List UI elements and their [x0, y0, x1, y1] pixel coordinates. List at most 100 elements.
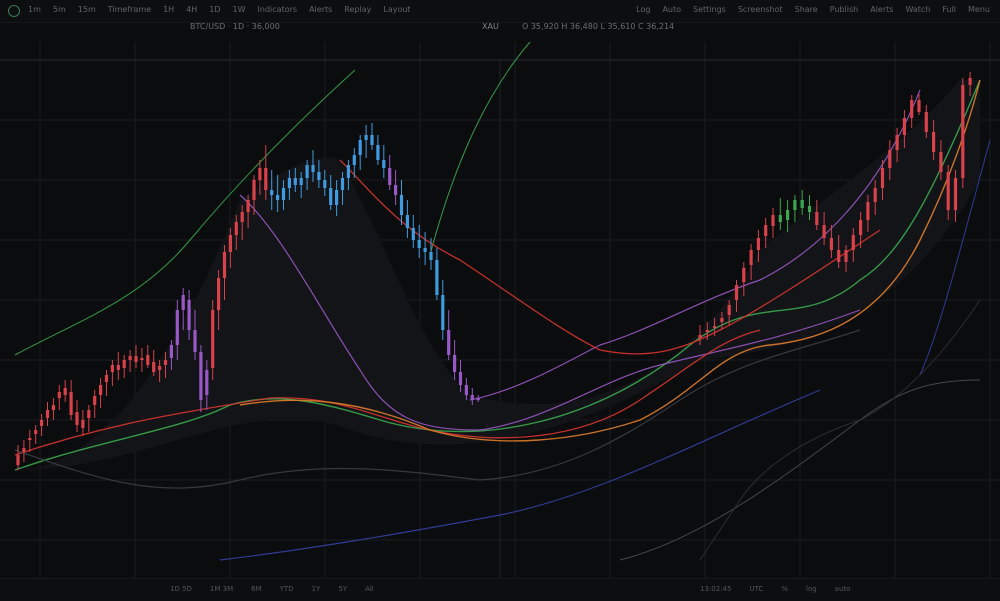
status-item-2[interactable]: % — [781, 585, 788, 593]
toolbar-left-item-4[interactable]: 1H — [163, 5, 175, 14]
candle-body-39 — [246, 200, 250, 212]
toolbar-left: 1m 5m 15m Timeframe 1H 4H 1D 1W Indicators Alerts… — [28, 5, 411, 14]
candle-3 — [34, 425, 38, 444]
toolbar-right-item-9[interactable]: Menu — [968, 5, 990, 14]
toolbar-right-item-0[interactable]: Log — [636, 5, 651, 14]
status-item-0[interactable]: 13:02:45 — [700, 585, 732, 593]
ma-orange — [239, 79, 981, 442]
toolbar-right-item-3[interactable]: Screenshot — [737, 5, 783, 14]
candle-112 — [939, 140, 943, 180]
candle-body-10 — [75, 412, 79, 425]
candle-body-101 — [859, 220, 863, 235]
candle-body-82 — [720, 318, 724, 322]
toolbar-left-item-5[interactable]: 4H — [186, 5, 198, 14]
candle-25 — [163, 352, 168, 378]
faint-line-2 — [699, 299, 981, 561]
range-item-3[interactable]: YTD — [279, 585, 294, 593]
range-item-4[interactable]: 1Y — [311, 585, 321, 593]
range-item-1[interactable]: 1M 3M — [209, 585, 234, 593]
range-item-0[interactable]: 1D 5D — [170, 585, 192, 593]
candle-109 — [917, 94, 921, 115]
toolbar-left-item-10[interactable]: Replay — [344, 5, 372, 14]
candle-body-66 — [405, 215, 409, 228]
candle-body-85 — [742, 268, 746, 282]
toolbar-left-item-2[interactable]: 15m — [77, 5, 96, 14]
candle-58 — [358, 135, 362, 170]
candle-body-97 — [829, 238, 833, 250]
candle-6 — [51, 398, 55, 420]
candle-21 — [140, 348, 144, 372]
candle-body-54 — [335, 190, 339, 205]
candle-116 — [968, 72, 972, 96]
candle-body-94 — [807, 206, 812, 212]
candle-73 — [447, 310, 451, 360]
band-fill-main — [15, 80, 980, 470]
candle-body-61 — [376, 145, 380, 160]
candle-75 — [458, 360, 463, 392]
toolbar-left-item-6[interactable]: 1D — [209, 5, 221, 14]
candle-0 — [16, 445, 20, 470]
candle-98 — [837, 235, 841, 268]
candle-body-68 — [417, 240, 421, 248]
range-item-2[interactable]: 6M — [251, 585, 262, 593]
candle-body-57 — [352, 155, 356, 165]
status-item-4[interactable]: auto — [834, 585, 851, 593]
toolbar-left-item-3[interactable]: Timeframe — [107, 5, 152, 14]
candle-body-93 — [800, 200, 804, 208]
toolbar-right-item-7[interactable]: Watch — [905, 5, 931, 14]
status-item-3[interactable]: log — [806, 585, 817, 593]
toolbar-left-item-0[interactable]: 1m — [28, 5, 41, 14]
candle-114 — [953, 170, 958, 222]
candle-body-24 — [158, 366, 162, 370]
candle-body-2 — [28, 438, 32, 440]
candle-body-0 — [16, 455, 20, 465]
candle-63 — [388, 155, 392, 190]
candle-body-36 — [228, 235, 232, 252]
candle-113 — [946, 165, 950, 220]
candle-4 — [40, 414, 44, 436]
candle-42 — [264, 145, 268, 200]
candle-body-14 — [99, 385, 103, 395]
toolbar-left-item-11[interactable]: Layout — [383, 5, 411, 14]
toolbar-right-item-1[interactable]: Auto — [662, 5, 682, 14]
candle-13 — [93, 390, 97, 418]
candle-72 — [441, 280, 445, 340]
candle-body-20 — [134, 356, 138, 362]
toolbar-right-item-5[interactable]: Publish — [829, 5, 859, 14]
candle-106 — [895, 128, 899, 162]
candle-body-21 — [140, 358, 144, 360]
candle-body-18 — [122, 360, 126, 368]
status-item-1[interactable]: UTC — [749, 585, 764, 593]
toolbar-left-item-1[interactable]: 5m — [52, 5, 66, 14]
candle-body-8 — [63, 388, 67, 395]
candle-body-45 — [281, 188, 286, 200]
toolbar-left-item-9[interactable]: Alerts — [309, 5, 333, 14]
faint-line — [619, 379, 981, 561]
candle-50 — [311, 150, 315, 182]
candle-97 — [829, 225, 833, 258]
range-item-5[interactable]: 5Y — [338, 585, 348, 593]
toolbar-right-item-8[interactable]: Full — [942, 5, 957, 14]
toolbar-left-item-8[interactable]: Indicators — [257, 5, 298, 14]
candle-body-91 — [786, 210, 790, 220]
candle-93 — [800, 190, 804, 215]
candle-body-81 — [713, 326, 717, 328]
candle-body-109 — [917, 100, 921, 112]
range-item-6[interactable]: All — [365, 585, 374, 593]
candle-body-48 — [299, 178, 303, 185]
candle-body-50 — [311, 165, 315, 172]
candle-body-73 — [447, 330, 451, 355]
band-blue-right — [919, 139, 991, 376]
toolbar-right-item-4[interactable]: Share — [794, 5, 818, 14]
toolbar-right-item-6[interactable]: Alerts — [870, 5, 894, 14]
candle-14 — [99, 378, 103, 408]
candle-84 — [734, 280, 739, 312]
candle-body-106 — [895, 135, 899, 150]
candle-body-79 — [698, 335, 702, 338]
toolbar-left-item-7[interactable]: 1W — [232, 5, 246, 14]
toolbar-right-item-2[interactable]: Settings — [693, 5, 726, 14]
candle-body-44 — [276, 195, 280, 200]
symbol-label[interactable]: BTC/USD · 1D · 36,000 — [190, 22, 280, 31]
candle-body-113 — [946, 172, 950, 210]
